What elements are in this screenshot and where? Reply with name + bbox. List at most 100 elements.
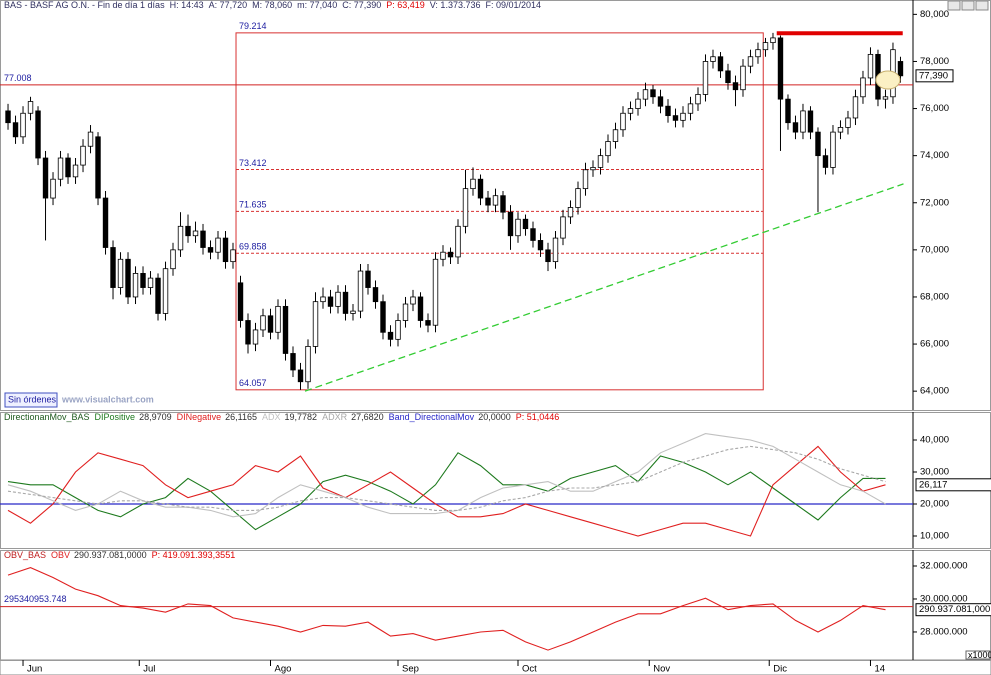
y-tick-label: 28.000.000 (920, 626, 968, 637)
candle-body (320, 296, 326, 303)
series-line (7, 567, 886, 651)
candle-body (500, 195, 506, 213)
y-tick-label: 30.000.000 (920, 593, 968, 604)
candle-body (170, 249, 176, 270)
candle-body (65, 157, 71, 178)
legend-name: Band_DirectionalMov (389, 412, 475, 422)
candle-body (387, 331, 394, 340)
candle-body (687, 103, 694, 114)
candle-body (342, 291, 349, 314)
legend-name: ADX (262, 412, 281, 422)
header-item: F: 09/01/2014 (485, 0, 541, 10)
legend-value: 290.937.081,0000 (74, 550, 147, 560)
series-line (7, 433, 886, 518)
y-tick-label: 72,000 (920, 197, 949, 208)
candle-body (215, 237, 221, 253)
candle-body (177, 225, 184, 251)
candle-body (447, 251, 454, 258)
scale-note: x10000 (968, 650, 991, 660)
candle-body (492, 195, 499, 206)
candle-body (5, 110, 11, 124)
header-item: H: 14:43 (170, 0, 204, 10)
candle-body (155, 277, 161, 314)
candle-body (365, 270, 371, 288)
candle-body (657, 96, 664, 107)
candle-body (395, 320, 401, 340)
candle-body (650, 89, 656, 98)
candle-body (252, 329, 259, 345)
legend-value: 19,7782 (285, 412, 318, 422)
close-button[interactable] (975, 0, 989, 11)
candle-body (702, 61, 709, 95)
candle-body (282, 305, 289, 354)
candle-body (230, 249, 236, 263)
y-tick-label: 30,000 (920, 467, 949, 478)
candle-body (605, 141, 611, 157)
candle-body (845, 117, 851, 128)
candle-body (207, 247, 214, 253)
candle-body (822, 155, 829, 168)
candle-body (372, 287, 379, 303)
candle-body (260, 315, 266, 331)
candle-body (755, 49, 761, 58)
candle-body (882, 96, 889, 100)
scale-note-box (965, 650, 991, 660)
legend-title: DirectionanMov_BAS (4, 412, 90, 422)
candle-body (837, 126, 844, 133)
legend-name: DIPositive (95, 412, 136, 422)
maximize-button[interactable] (961, 0, 975, 11)
y-tick-label: 10,000 (920, 531, 949, 542)
candle-body (582, 169, 589, 190)
last-value-label: 290.937.081,000 (919, 604, 990, 615)
candle-body (800, 110, 806, 133)
y-tick-label: 66,000 (920, 339, 949, 350)
candle-body (867, 53, 874, 79)
watermark: www.visualchart.com (61, 394, 154, 404)
legend-value: 27,6820 (351, 412, 384, 422)
candle-body (192, 230, 199, 237)
y-tick-label: 20,000 (920, 499, 949, 510)
candle-body (537, 240, 544, 251)
candle-body (425, 320, 431, 326)
fib-label: 73.412 (239, 158, 267, 168)
x-tick-label: Nov (653, 664, 670, 675)
x-tick-label: Jul (143, 664, 155, 675)
window-buttons[interactable] (947, 0, 989, 11)
candle-body (357, 270, 364, 312)
minimize-button[interactable] (947, 0, 961, 11)
candle-body (87, 131, 94, 147)
button-frame[interactable] (4, 392, 58, 408)
candle-body (50, 178, 56, 199)
y-tick-label: 32.000.000 (920, 561, 968, 572)
candle-body (305, 346, 311, 383)
candle-body (612, 129, 619, 142)
candle-body (770, 37, 776, 44)
candle-body (297, 369, 304, 383)
candle-body (590, 167, 596, 171)
legend: DirectionanMov_BAS DIPositive 28,9709 DINeg… (4, 412, 559, 422)
candle-body (200, 230, 206, 248)
candle-body (275, 305, 281, 333)
legend-value: 26,1165 (225, 412, 257, 422)
button[interactable]: Sin órdenes (8, 394, 57, 404)
candle-body (642, 89, 649, 100)
candle-body (80, 145, 86, 166)
candle-body (312, 301, 319, 347)
candle-body (710, 56, 716, 62)
candle-body (852, 96, 859, 119)
legend-title: OBV_BAS (4, 550, 46, 560)
candle-body (35, 110, 41, 159)
candle-body (432, 258, 439, 326)
candle-body (507, 211, 514, 237)
x-tick-label: Oct (522, 664, 537, 675)
reference-label: 295340953.748 (4, 594, 67, 604)
candle-body (515, 218, 521, 237)
candle-body (747, 56, 754, 67)
candle-body (132, 273, 139, 298)
header: BAS - BASF AG O.N. - Fin de día 1 días H:… (4, 0, 541, 10)
candle-body (695, 94, 701, 105)
candle-body (140, 273, 146, 288)
